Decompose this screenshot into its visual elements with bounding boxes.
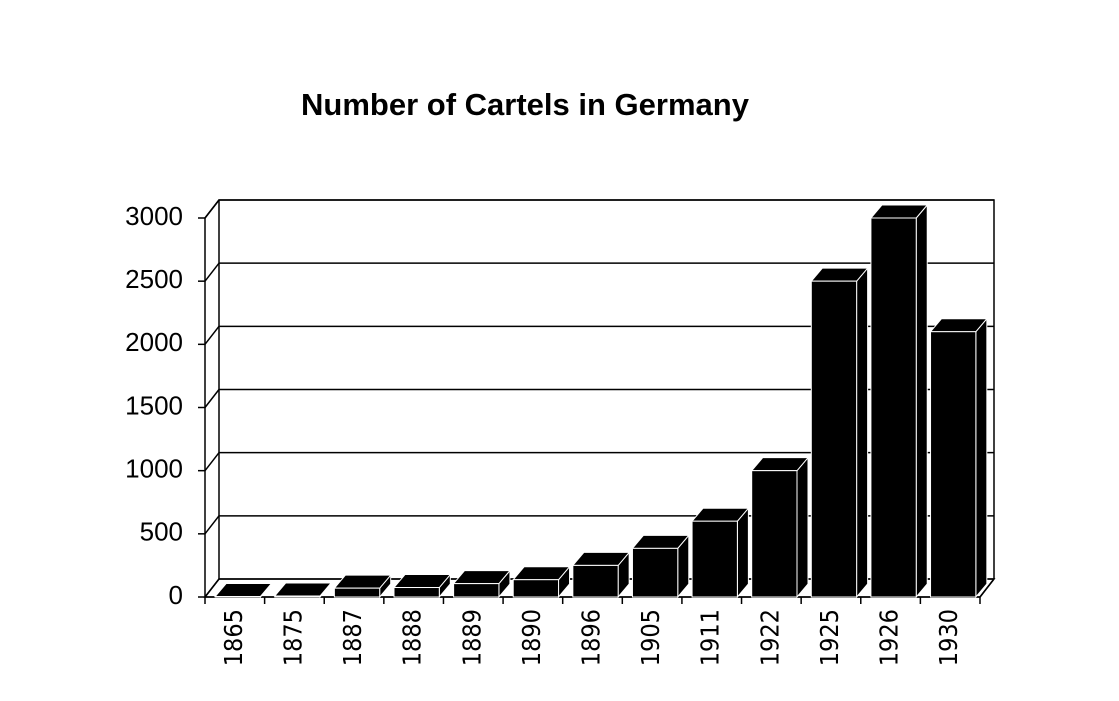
bar [333,587,381,598]
bar-side [736,506,749,599]
x-tick-label: 1888 [398,609,427,666]
grid-line-side [204,262,220,282]
bar [631,547,679,598]
grid-line-side [204,199,220,219]
bar-side [915,203,928,599]
x-tick-label: 1926 [875,609,904,666]
grid-line-side [204,515,220,535]
bar-side [856,266,869,599]
bar-side [975,317,988,599]
y-tick-label: 3000 [125,201,183,231]
y-tick-label: 1500 [125,390,183,420]
bar [572,564,619,598]
bar [810,280,858,598]
grid-line-side [204,578,220,598]
y-tick-label: 2000 [125,327,183,357]
x-tick-label: 1865 [219,609,248,666]
y-tick-label: 2500 [125,264,183,294]
x-tick-label: 1887 [338,609,367,666]
y-tick-label: 500 [140,517,183,547]
x-tick-label: 1889 [457,609,486,666]
bar [393,587,440,598]
grid-line-side [204,389,220,408]
bar [512,579,560,598]
x-tick-label: 1911 [696,609,725,666]
y-tick-label: 1000 [125,454,183,484]
y-tick-label: 0 [169,580,183,610]
x-tick-label: 1930 [934,609,963,666]
bar [453,583,500,598]
chart-title: Number of Cartels in Germany [301,87,750,122]
bar [930,331,977,598]
x-tick-label: 1905 [636,609,665,666]
bar [870,217,917,598]
x-tick-label: 1922 [755,609,784,666]
bar [751,470,798,598]
bar-side [796,456,809,599]
grid-line-side [204,325,220,345]
x-tick-label: 1925 [815,609,844,666]
x-tick-label: 1890 [517,609,546,666]
bar [691,520,738,598]
bar [214,595,261,598]
x-tick-label: 1896 [577,609,606,666]
grid-line-side [204,452,220,472]
bar [274,595,321,598]
floor-edge [979,578,995,598]
x-tick-label: 1875 [278,609,307,666]
